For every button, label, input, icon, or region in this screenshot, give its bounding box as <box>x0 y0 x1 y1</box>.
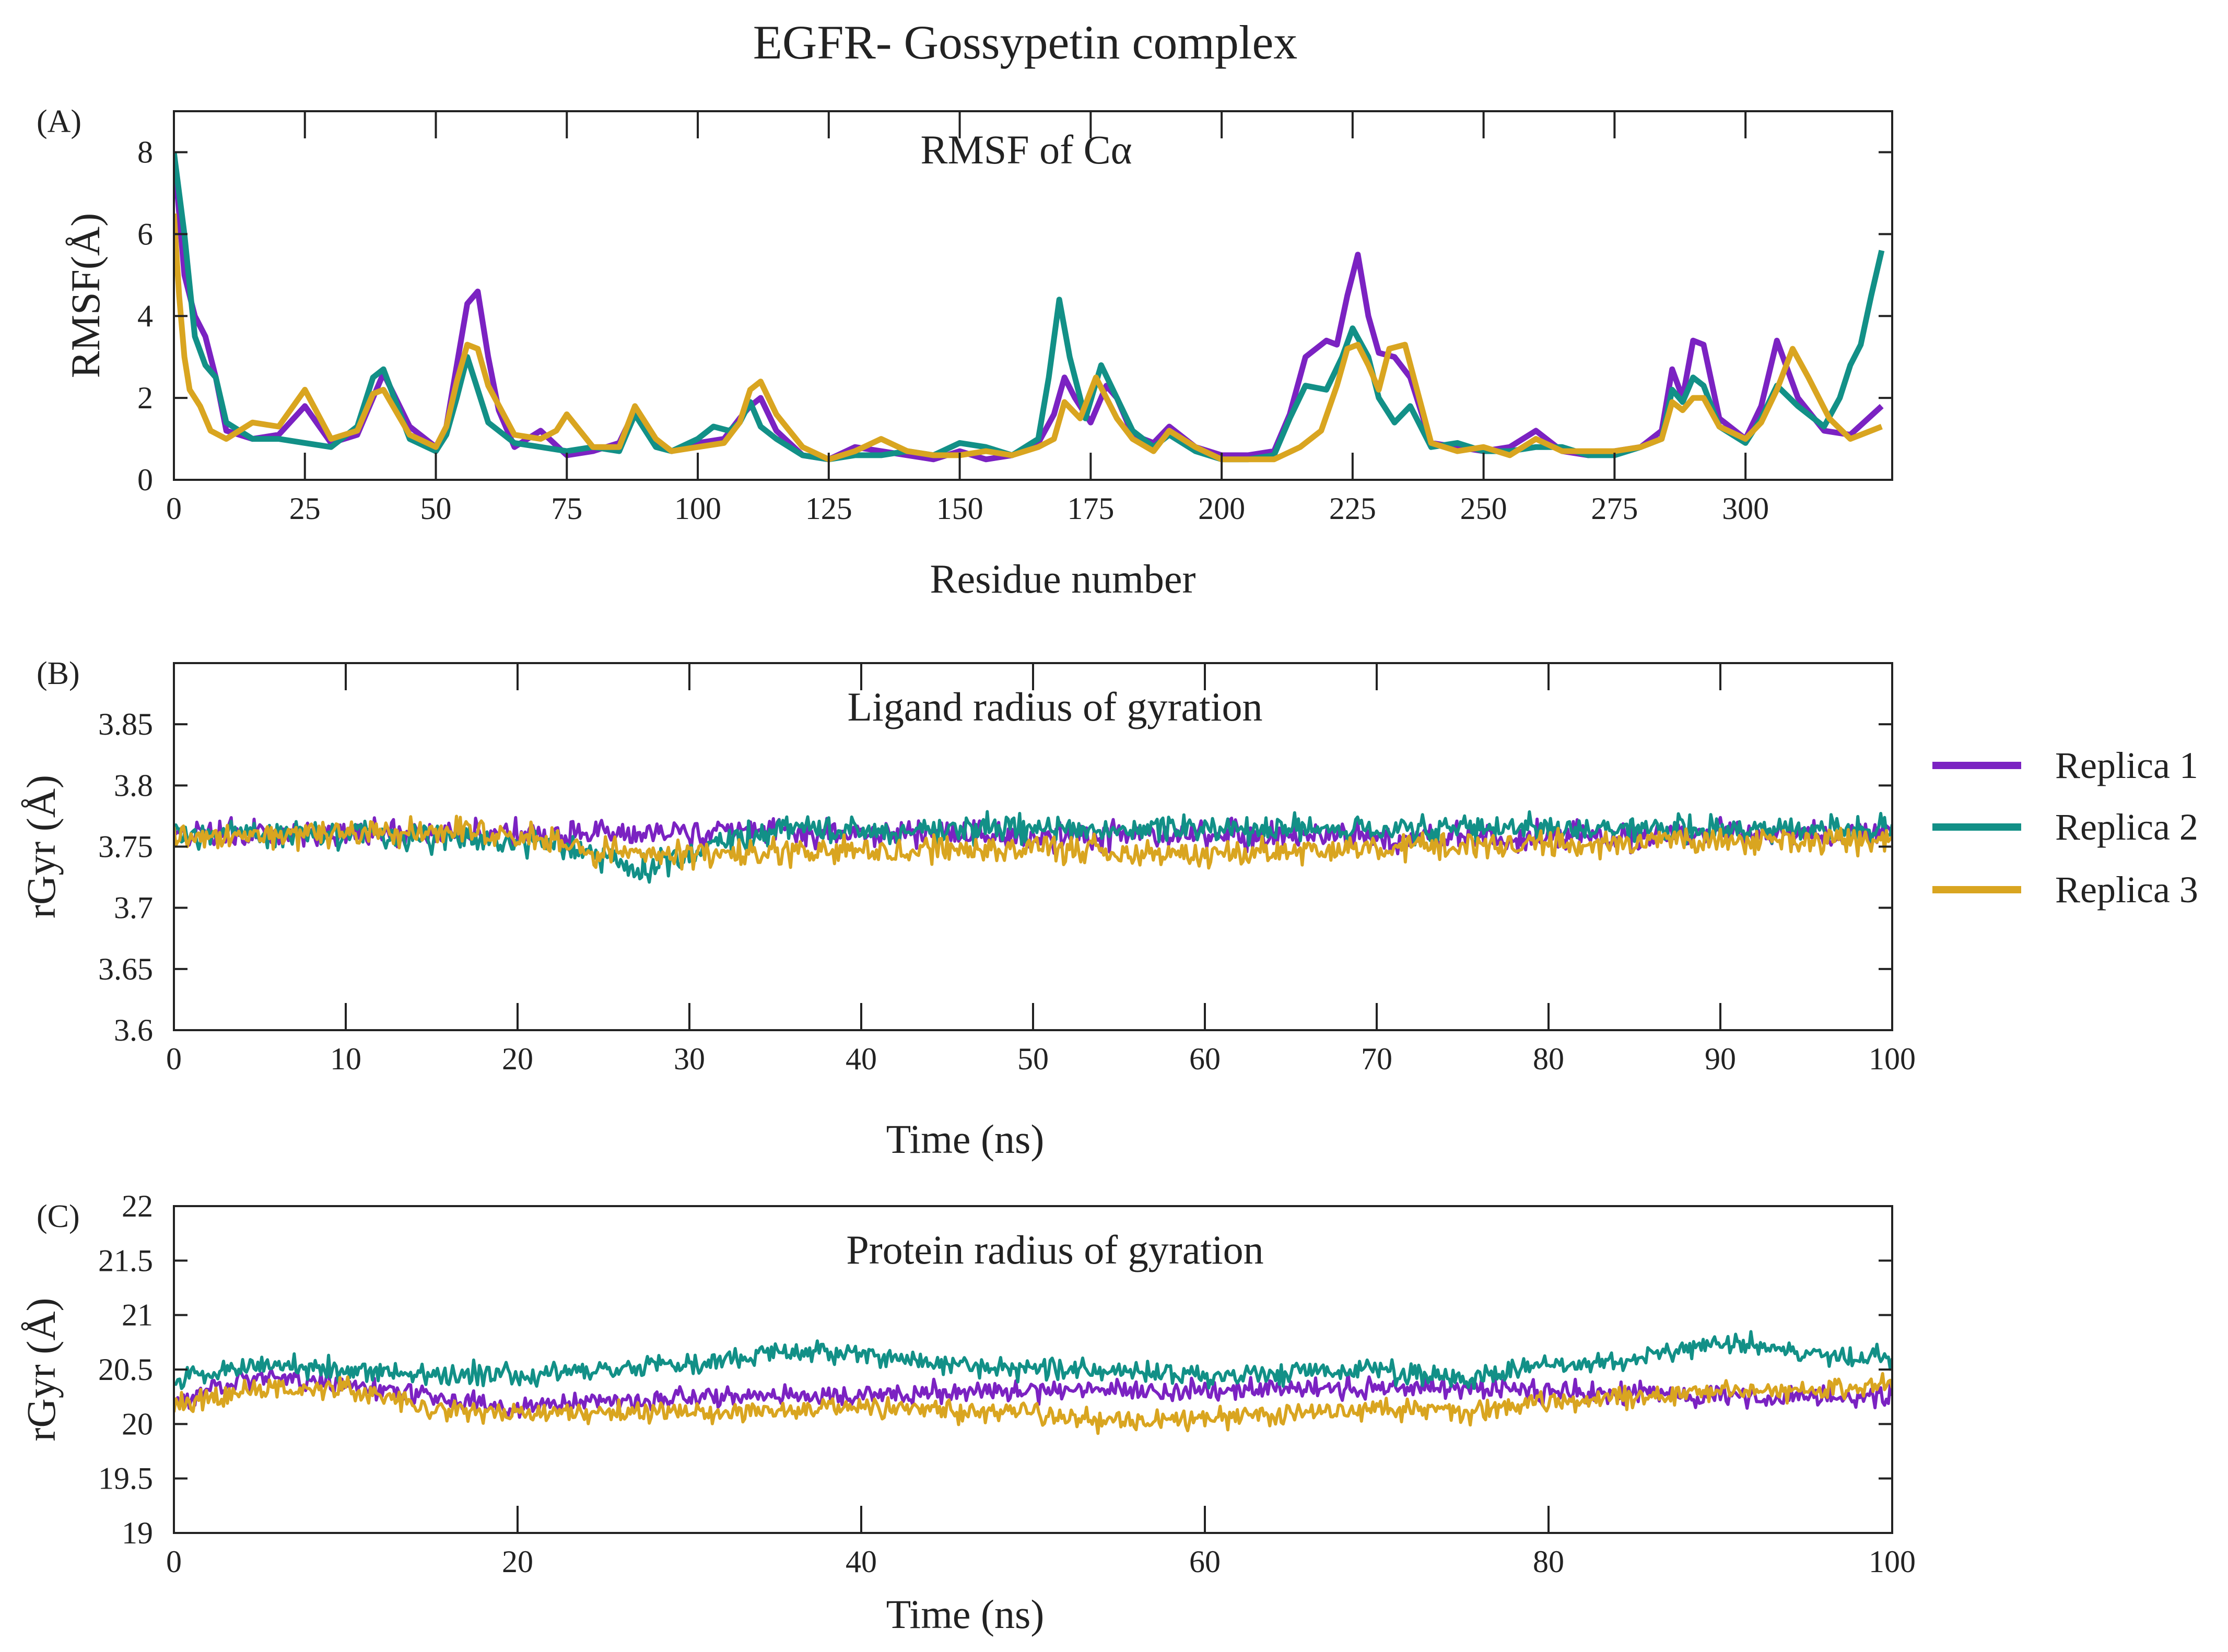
x-tick-label-75: 75 <box>551 491 582 526</box>
series-line-replica-3 <box>174 1372 1892 1435</box>
x-tick-label-10: 10 <box>330 1042 361 1076</box>
panel-label: (A) <box>37 104 81 139</box>
series-line-replica-2 <box>174 1330 1892 1390</box>
y-tick-label-4: 4 <box>137 299 153 333</box>
series-line-replica-3 <box>174 815 1892 871</box>
panel-b: 0 10 20 30 40 50 60 70 80 90 100 3.6 3.65 3.7 3.75 3.8 3… <box>18 656 1916 1162</box>
x-tick-label-275: 275 <box>1591 491 1638 526</box>
series-line-replica-1 <box>174 151 1884 463</box>
y-tick-label-21-5: 21.5 <box>98 1243 153 1278</box>
legend-label-replica-1: Replica 1 <box>2055 745 2198 786</box>
x-axis-label: Residue number <box>930 556 1195 601</box>
panel-title: Ligand radius of gyration <box>848 684 1263 729</box>
y-tick-label-3-75: 3.75 <box>98 830 153 864</box>
y-axis-label: RMSF(Å) <box>63 213 108 378</box>
x-tick-label-175: 175 <box>1067 491 1114 526</box>
y-tick-label-6: 6 <box>137 217 153 251</box>
panel-label: (C) <box>37 1199 80 1234</box>
x-tick-label-80: 80 <box>1533 1544 1564 1579</box>
x-tick-label-200: 200 <box>1198 491 1245 526</box>
x-tick-label-100: 100 <box>674 491 721 526</box>
y-tick-label-3-65: 3.65 <box>98 952 153 986</box>
x-tick-label-250: 250 <box>1460 491 1507 526</box>
x-tick-label-0: 0 <box>166 491 182 526</box>
series-line-replica-2 <box>174 810 1892 884</box>
y-tick-label-20-5: 20.5 <box>98 1352 153 1387</box>
x-tick-label-50: 50 <box>420 491 452 526</box>
y-tick-label-3-7: 3.7 <box>114 891 153 925</box>
y-tick-label-0: 0 <box>137 463 153 497</box>
x-tick-label-60: 60 <box>1189 1042 1221 1076</box>
x-tick-label-70: 70 <box>1361 1042 1392 1076</box>
x-tick-label-30: 30 <box>674 1042 705 1076</box>
panel-title: Protein radius of gyration <box>846 1227 1263 1272</box>
x-tick-label-100: 100 <box>1869 1544 1916 1579</box>
x-tick-label-0: 0 <box>166 1544 182 1579</box>
y-tick-label-19-5: 19.5 <box>98 1461 153 1496</box>
legend-label-replica-3: Replica 3 <box>2055 869 2198 911</box>
x-tick-label-125: 125 <box>805 491 852 526</box>
y-tick-label-22: 22 <box>122 1189 153 1223</box>
series-line-replica-2 <box>174 151 1885 463</box>
y-tick-label-20: 20 <box>122 1407 153 1441</box>
y-tick-label-19: 19 <box>122 1516 153 1550</box>
x-tick-label-100: 100 <box>1869 1042 1916 1076</box>
y-tick-label-3-6: 3.6 <box>114 1013 153 1047</box>
x-axis-label: Time (ns) <box>886 1591 1045 1637</box>
panel-a: 0 25 50 75 100 125 150 175 200 225 250 275 300 0 2 4 6 8 (… <box>37 104 1893 601</box>
x-tick-label-20: 20 <box>502 1544 533 1579</box>
figure-title: EGFR- Gossypetin complex <box>753 16 1298 69</box>
y-tick-label-3-85: 3.85 <box>98 707 153 741</box>
plot-frame <box>173 110 1893 481</box>
y-axis-label: rGyr (Å) <box>18 1297 64 1441</box>
y-tick-label-21: 21 <box>122 1298 153 1332</box>
y-tick-label-2: 2 <box>137 381 153 415</box>
y-tick-label-3-8: 3.8 <box>114 768 153 803</box>
x-tick-label-40: 40 <box>846 1544 877 1579</box>
x-tick-label-225: 225 <box>1329 491 1376 526</box>
x-tick-label-60: 60 <box>1189 1544 1221 1579</box>
y-tick-label-8: 8 <box>137 135 153 169</box>
panel-title: RMSF of Cα <box>920 127 1132 172</box>
x-tick-label-300: 300 <box>1722 491 1769 526</box>
x-tick-label-80: 80 <box>1533 1042 1564 1076</box>
series-line-replica-3 <box>174 213 1883 463</box>
x-tick-label-50: 50 <box>1017 1042 1049 1076</box>
panel-c: 0 20 40 60 80 100 19 19.5 20 20.5 21 21.5 22 (C) Prote… <box>18 1189 1916 1637</box>
x-tick-label-25: 25 <box>289 491 321 526</box>
x-tick-label-20: 20 <box>502 1042 533 1076</box>
x-tick-label-150: 150 <box>936 491 983 526</box>
x-axis-label: Time (ns) <box>886 1116 1045 1162</box>
panel-label: (B) <box>37 656 80 691</box>
y-axis-label: rGyr (Å) <box>18 775 64 918</box>
legend-label-replica-2: Replica 2 <box>2055 806 2198 848</box>
legend: Replica 1 Replica 2 Replica 3 <box>1932 745 2198 911</box>
x-tick-label-90: 90 <box>1705 1042 1736 1076</box>
x-tick-label-40: 40 <box>846 1042 877 1076</box>
x-tick-label-0: 0 <box>166 1042 182 1076</box>
